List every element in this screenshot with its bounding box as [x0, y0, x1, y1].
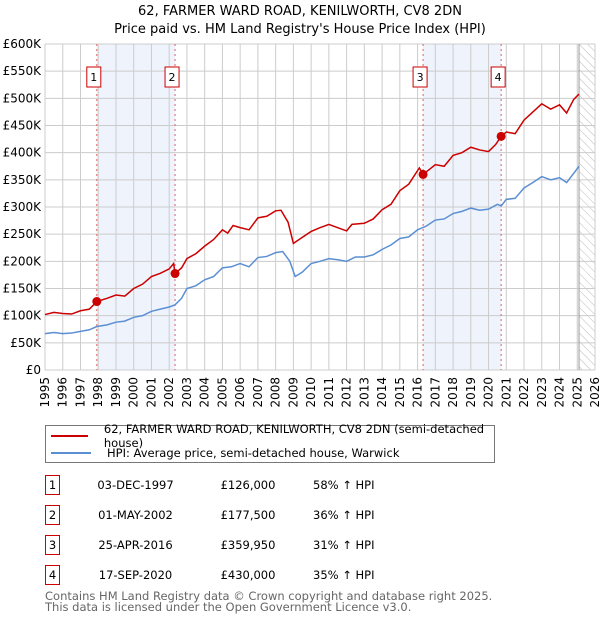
transaction-hpi-diff: 36% ↑ HPI — [313, 508, 375, 522]
legend: 62, FARMER WARD ROAD, KENILWORTH, CV8 2D… — [45, 422, 495, 463]
transaction-hpi-diff: 35% ↑ HPI — [313, 568, 375, 582]
x-tick-label: 2026 — [588, 377, 600, 408]
transaction-number: 1 — [45, 475, 60, 495]
y-tick-label: £400K — [3, 146, 43, 160]
sale-point-1 — [92, 297, 102, 307]
transaction-hpi-diff: 31% ↑ HPI — [313, 538, 375, 552]
y-tick-label: £250K — [3, 227, 43, 241]
sale-label-1: 1 — [90, 71, 97, 84]
sale-label-2: 2 — [169, 71, 176, 84]
legend-item-property: 62, FARMER WARD ROAD, KENILWORTH, CV8 2D… — [46, 422, 494, 450]
x-tick-label: 2019 — [464, 377, 478, 408]
x-tick-label: 2020 — [482, 377, 496, 408]
x-tick-label: 2025 — [570, 377, 584, 408]
x-tick-label: 2000 — [127, 377, 141, 408]
sale-label-box-2 — [164, 66, 180, 88]
transaction-hpi-diff: 58% ↑ HPI — [313, 478, 375, 492]
transaction-date: 17-SEP-2020 — [98, 568, 173, 582]
x-tick-label: 2007 — [251, 377, 265, 408]
transaction-row: 4 17-SEP-2020 £430,000 35% ↑ HPI — [45, 565, 545, 585]
chart-title: 62, FARMER WARD ROAD, KENILWORTH, CV8 2D… — [138, 4, 462, 19]
y-tick-label: £550K — [3, 64, 43, 78]
sale-point-2 — [170, 269, 180, 279]
transaction-price: £126,000 — [220, 478, 276, 492]
transaction-price: £177,500 — [220, 508, 276, 522]
x-tick-label: 2009 — [286, 377, 300, 408]
x-tick-label: 1999 — [109, 377, 123, 408]
y-tick-label: £100K — [3, 309, 43, 323]
y-tick-label: £600K — [3, 37, 43, 51]
x-tick-label: 2006 — [233, 377, 247, 408]
legend-swatch-property — [51, 435, 88, 437]
x-tick-label: 2022 — [517, 377, 531, 408]
y-tick-label: £0 — [26, 363, 41, 377]
transaction-date: 03-DEC-1997 — [97, 478, 174, 492]
x-tick-label: 2023 — [535, 377, 549, 408]
sale-label-3: 3 — [417, 71, 424, 84]
x-tick-label: 2021 — [499, 377, 513, 408]
y-tick-label: £50K — [10, 336, 42, 350]
x-tick-label: 2018 — [446, 377, 460, 408]
x-tick-label: 2001 — [144, 377, 158, 408]
y-tick-label: £150K — [3, 282, 43, 296]
y-tick-label: £300K — [3, 200, 43, 214]
x-tick-label: 1995 — [38, 377, 52, 408]
transaction-price: £359,950 — [220, 538, 276, 552]
x-tick-label: 1996 — [56, 377, 70, 408]
x-tick-label: 2008 — [269, 377, 283, 408]
transaction-number: 2 — [45, 505, 60, 525]
x-tick-label: 1998 — [91, 377, 105, 408]
sale-label-box-1 — [86, 66, 102, 88]
x-tick-label: 2012 — [340, 377, 354, 408]
transaction-number: 4 — [45, 565, 60, 585]
hpi-series-line — [44, 165, 580, 335]
x-tick-label: 1997 — [73, 377, 87, 408]
y-tick-label: £350K — [3, 173, 43, 187]
x-tick-label: 2016 — [411, 377, 425, 408]
legend-swatch-hpi — [51, 452, 91, 454]
property-series-line — [44, 93, 580, 316]
transaction-date: 01-MAY-2002 — [98, 508, 173, 522]
price-chart: 1995 1996 1997 1998 1999 2000 2001 2002 2003 2004… — [3, 37, 600, 408]
y-tick-label: £450K — [3, 119, 43, 133]
sale-point-4 — [496, 131, 506, 141]
y-tick-label: £500K — [3, 91, 43, 105]
transaction-row: 1 03-DEC-1997 £126,000 58% ↑ HPI — [45, 475, 545, 495]
transaction-number: 3 — [45, 535, 60, 555]
x-tick-label: 2015 — [393, 377, 407, 408]
transaction-row: 3 25-APR-2016 £359,950 31% ↑ HPI — [45, 535, 545, 555]
footer-licence: This data is licensed under the Open Gov… — [45, 600, 412, 614]
transaction-date: 25-APR-2016 — [98, 538, 173, 552]
chart-subtitle: Price paid vs. HM Land Registry's House … — [114, 22, 486, 37]
x-tick-label: 2017 — [428, 377, 442, 408]
legend-label-property: 62, FARMER WARD ROAD, KENILWORTH, CV8 2D… — [103, 422, 485, 450]
x-tick-label: 2004 — [198, 377, 212, 408]
x-tick-label: 2014 — [375, 377, 389, 408]
transaction-price: £430,000 — [220, 568, 276, 582]
transaction-row: 2 01-MAY-2002 £177,500 36% ↑ HPI — [45, 505, 545, 525]
x-tick-label: 2002 — [162, 377, 176, 408]
sale-label-box-3 — [412, 66, 428, 88]
x-tick-label: 2011 — [322, 377, 336, 408]
footer-copyright: Contains HM Land Registry data © Crown c… — [45, 589, 493, 603]
sale-label-4: 4 — [495, 71, 502, 84]
sale-label-box-4 — [490, 66, 506, 88]
legend-label-hpi: HPI: Average price, semi-detached house,… — [107, 446, 400, 460]
x-tick-label: 2013 — [357, 377, 371, 408]
y-tick-label: £200K — [3, 254, 43, 268]
legend-item-hpi: HPI: Average price, semi-detached house,… — [46, 445, 400, 461]
x-tick-label: 2010 — [304, 377, 318, 408]
sale-point-3 — [418, 169, 428, 179]
x-tick-label: 2005 — [215, 377, 229, 408]
x-tick-label: 2024 — [553, 377, 567, 408]
x-tick-label: 2003 — [180, 377, 194, 408]
